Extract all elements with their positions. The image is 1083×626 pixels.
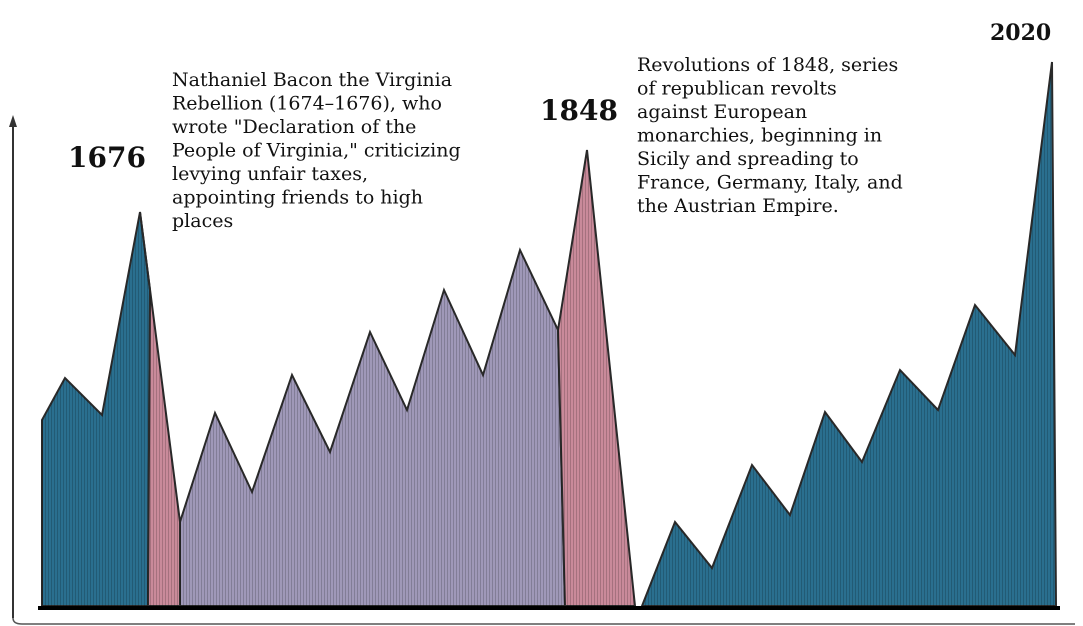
annotation-line: monarchies, beginning in [637,125,882,147]
annotation-line: Revolutions of 1848, series [637,54,898,76]
year-label: 1676 [68,141,146,174]
y-axis-arrow [9,115,17,127]
year-label: 1848 [540,94,618,127]
annotation-line: France, Germany, Italy, and [637,172,903,194]
annotation-line: appointing friends to high [172,187,423,209]
hatching [42,62,1056,606]
annotation-line: Sicily and spreading to [637,148,859,170]
annotation-line: levying unfair taxes, [172,163,368,185]
annotation-line: of republican revolts [637,78,837,100]
annotation-line: Rebellion (1674–1676), who [172,93,442,115]
annotation: Revolutions of 1848, series of republican… [637,54,903,217]
annotation-line: the Austrian Empire. [637,195,839,217]
annotation-line: places [172,210,233,232]
year-label: 2020 [990,20,1051,46]
annotation-line: People of Virginia," criticizing [172,140,461,162]
annotation-line: Nathaniel Bacon the Virginia [172,69,452,91]
annotation-line: wrote "Declaration of the [172,116,416,138]
hatch-overlay [42,150,635,606]
annotation-line: against European [637,101,807,123]
hatch-overlay [642,62,1056,606]
annotation: Nathaniel Bacon the Virginia Rebellion (1… [172,69,461,232]
frame-corner [12,617,1075,625]
